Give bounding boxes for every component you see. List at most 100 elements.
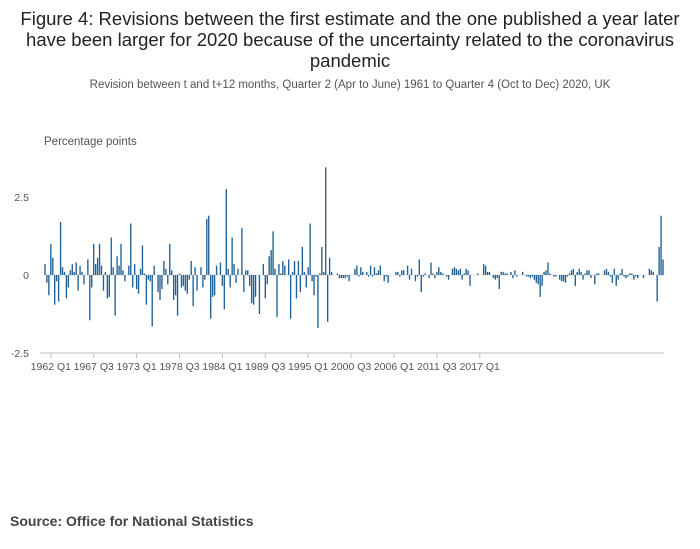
bar bbox=[93, 243, 95, 275]
bar bbox=[356, 265, 358, 275]
bar bbox=[422, 275, 424, 277]
bar bbox=[309, 223, 311, 275]
bar bbox=[582, 275, 584, 280]
bar bbox=[615, 275, 617, 286]
bar bbox=[416, 275, 419, 277]
bar bbox=[91, 275, 93, 288]
bar bbox=[459, 268, 461, 275]
bar bbox=[399, 275, 401, 277]
source-note: Source: Office for National Statistics bbox=[10, 513, 254, 529]
bar bbox=[94, 264, 97, 275]
bar bbox=[662, 259, 664, 275]
bar bbox=[188, 275, 190, 280]
bar bbox=[607, 271, 610, 275]
bar bbox=[521, 271, 524, 275]
bar bbox=[291, 271, 294, 275]
bar bbox=[247, 270, 249, 275]
bar bbox=[83, 275, 85, 285]
bar bbox=[539, 275, 541, 297]
bar bbox=[132, 275, 134, 288]
bar bbox=[110, 237, 112, 275]
y-tick-label: 2.5 bbox=[14, 192, 29, 204]
bar bbox=[128, 265, 130, 275]
bar bbox=[163, 260, 165, 275]
bar bbox=[559, 275, 561, 280]
bar bbox=[55, 275, 58, 282]
bar bbox=[549, 273, 551, 275]
bar bbox=[537, 275, 539, 285]
bar bbox=[48, 275, 50, 296]
bar bbox=[627, 275, 629, 277]
bar bbox=[543, 271, 545, 275]
bar bbox=[642, 275, 645, 279]
bar bbox=[367, 275, 370, 277]
bar bbox=[397, 271, 399, 275]
bar bbox=[289, 275, 292, 319]
bar bbox=[572, 268, 575, 275]
bar bbox=[514, 270, 516, 275]
bar bbox=[609, 275, 612, 277]
bar bbox=[648, 268, 651, 275]
bar bbox=[555, 275, 557, 277]
bar bbox=[631, 273, 633, 275]
bar bbox=[436, 271, 438, 275]
bar bbox=[159, 275, 161, 300]
bar bbox=[280, 273, 282, 275]
y-axis-label: Percentage points bbox=[44, 136, 137, 148]
bar bbox=[233, 264, 235, 275]
bar bbox=[379, 265, 381, 275]
bar bbox=[635, 275, 637, 277]
bar bbox=[494, 275, 497, 280]
x-tick-label: 2011 Q3 bbox=[417, 361, 457, 373]
bar bbox=[321, 246, 323, 275]
bar bbox=[578, 268, 580, 275]
bar bbox=[445, 275, 448, 277]
bar bbox=[652, 271, 654, 275]
bar bbox=[295, 275, 298, 299]
bar bbox=[73, 271, 75, 275]
bar bbox=[54, 275, 56, 305]
bar bbox=[120, 243, 122, 275]
bar bbox=[535, 275, 537, 283]
bar bbox=[250, 275, 253, 304]
bar bbox=[373, 267, 376, 275]
bar bbox=[133, 264, 136, 275]
bar bbox=[141, 245, 144, 275]
bar bbox=[319, 273, 321, 275]
bar bbox=[438, 267, 440, 275]
bar bbox=[266, 275, 268, 285]
bar bbox=[605, 268, 608, 275]
bar bbox=[588, 270, 590, 275]
x-tick-label: 1973 Q1 bbox=[116, 361, 156, 373]
bar bbox=[264, 275, 266, 299]
bar bbox=[57, 275, 60, 302]
bar bbox=[161, 275, 163, 290]
bar bbox=[477, 273, 479, 275]
bar bbox=[145, 275, 148, 305]
bar bbox=[153, 265, 155, 275]
bar bbox=[303, 271, 305, 275]
bar bbox=[580, 271, 582, 275]
bar bbox=[63, 271, 66, 275]
bar bbox=[180, 275, 183, 288]
bar bbox=[243, 275, 245, 293]
bar bbox=[122, 270, 124, 275]
bar bbox=[348, 275, 350, 282]
bar bbox=[629, 273, 631, 275]
bar bbox=[506, 273, 508, 275]
bar bbox=[369, 265, 372, 275]
bar bbox=[65, 275, 68, 299]
bar bbox=[276, 275, 278, 318]
bar bbox=[660, 215, 662, 275]
bar bbox=[650, 270, 652, 275]
bar bbox=[67, 275, 70, 288]
bar bbox=[424, 273, 426, 275]
bar bbox=[564, 275, 567, 283]
bar bbox=[340, 275, 342, 279]
bar bbox=[208, 215, 210, 275]
bar bbox=[174, 275, 177, 296]
bar bbox=[44, 264, 46, 275]
bar bbox=[202, 275, 204, 288]
bar bbox=[192, 275, 194, 307]
